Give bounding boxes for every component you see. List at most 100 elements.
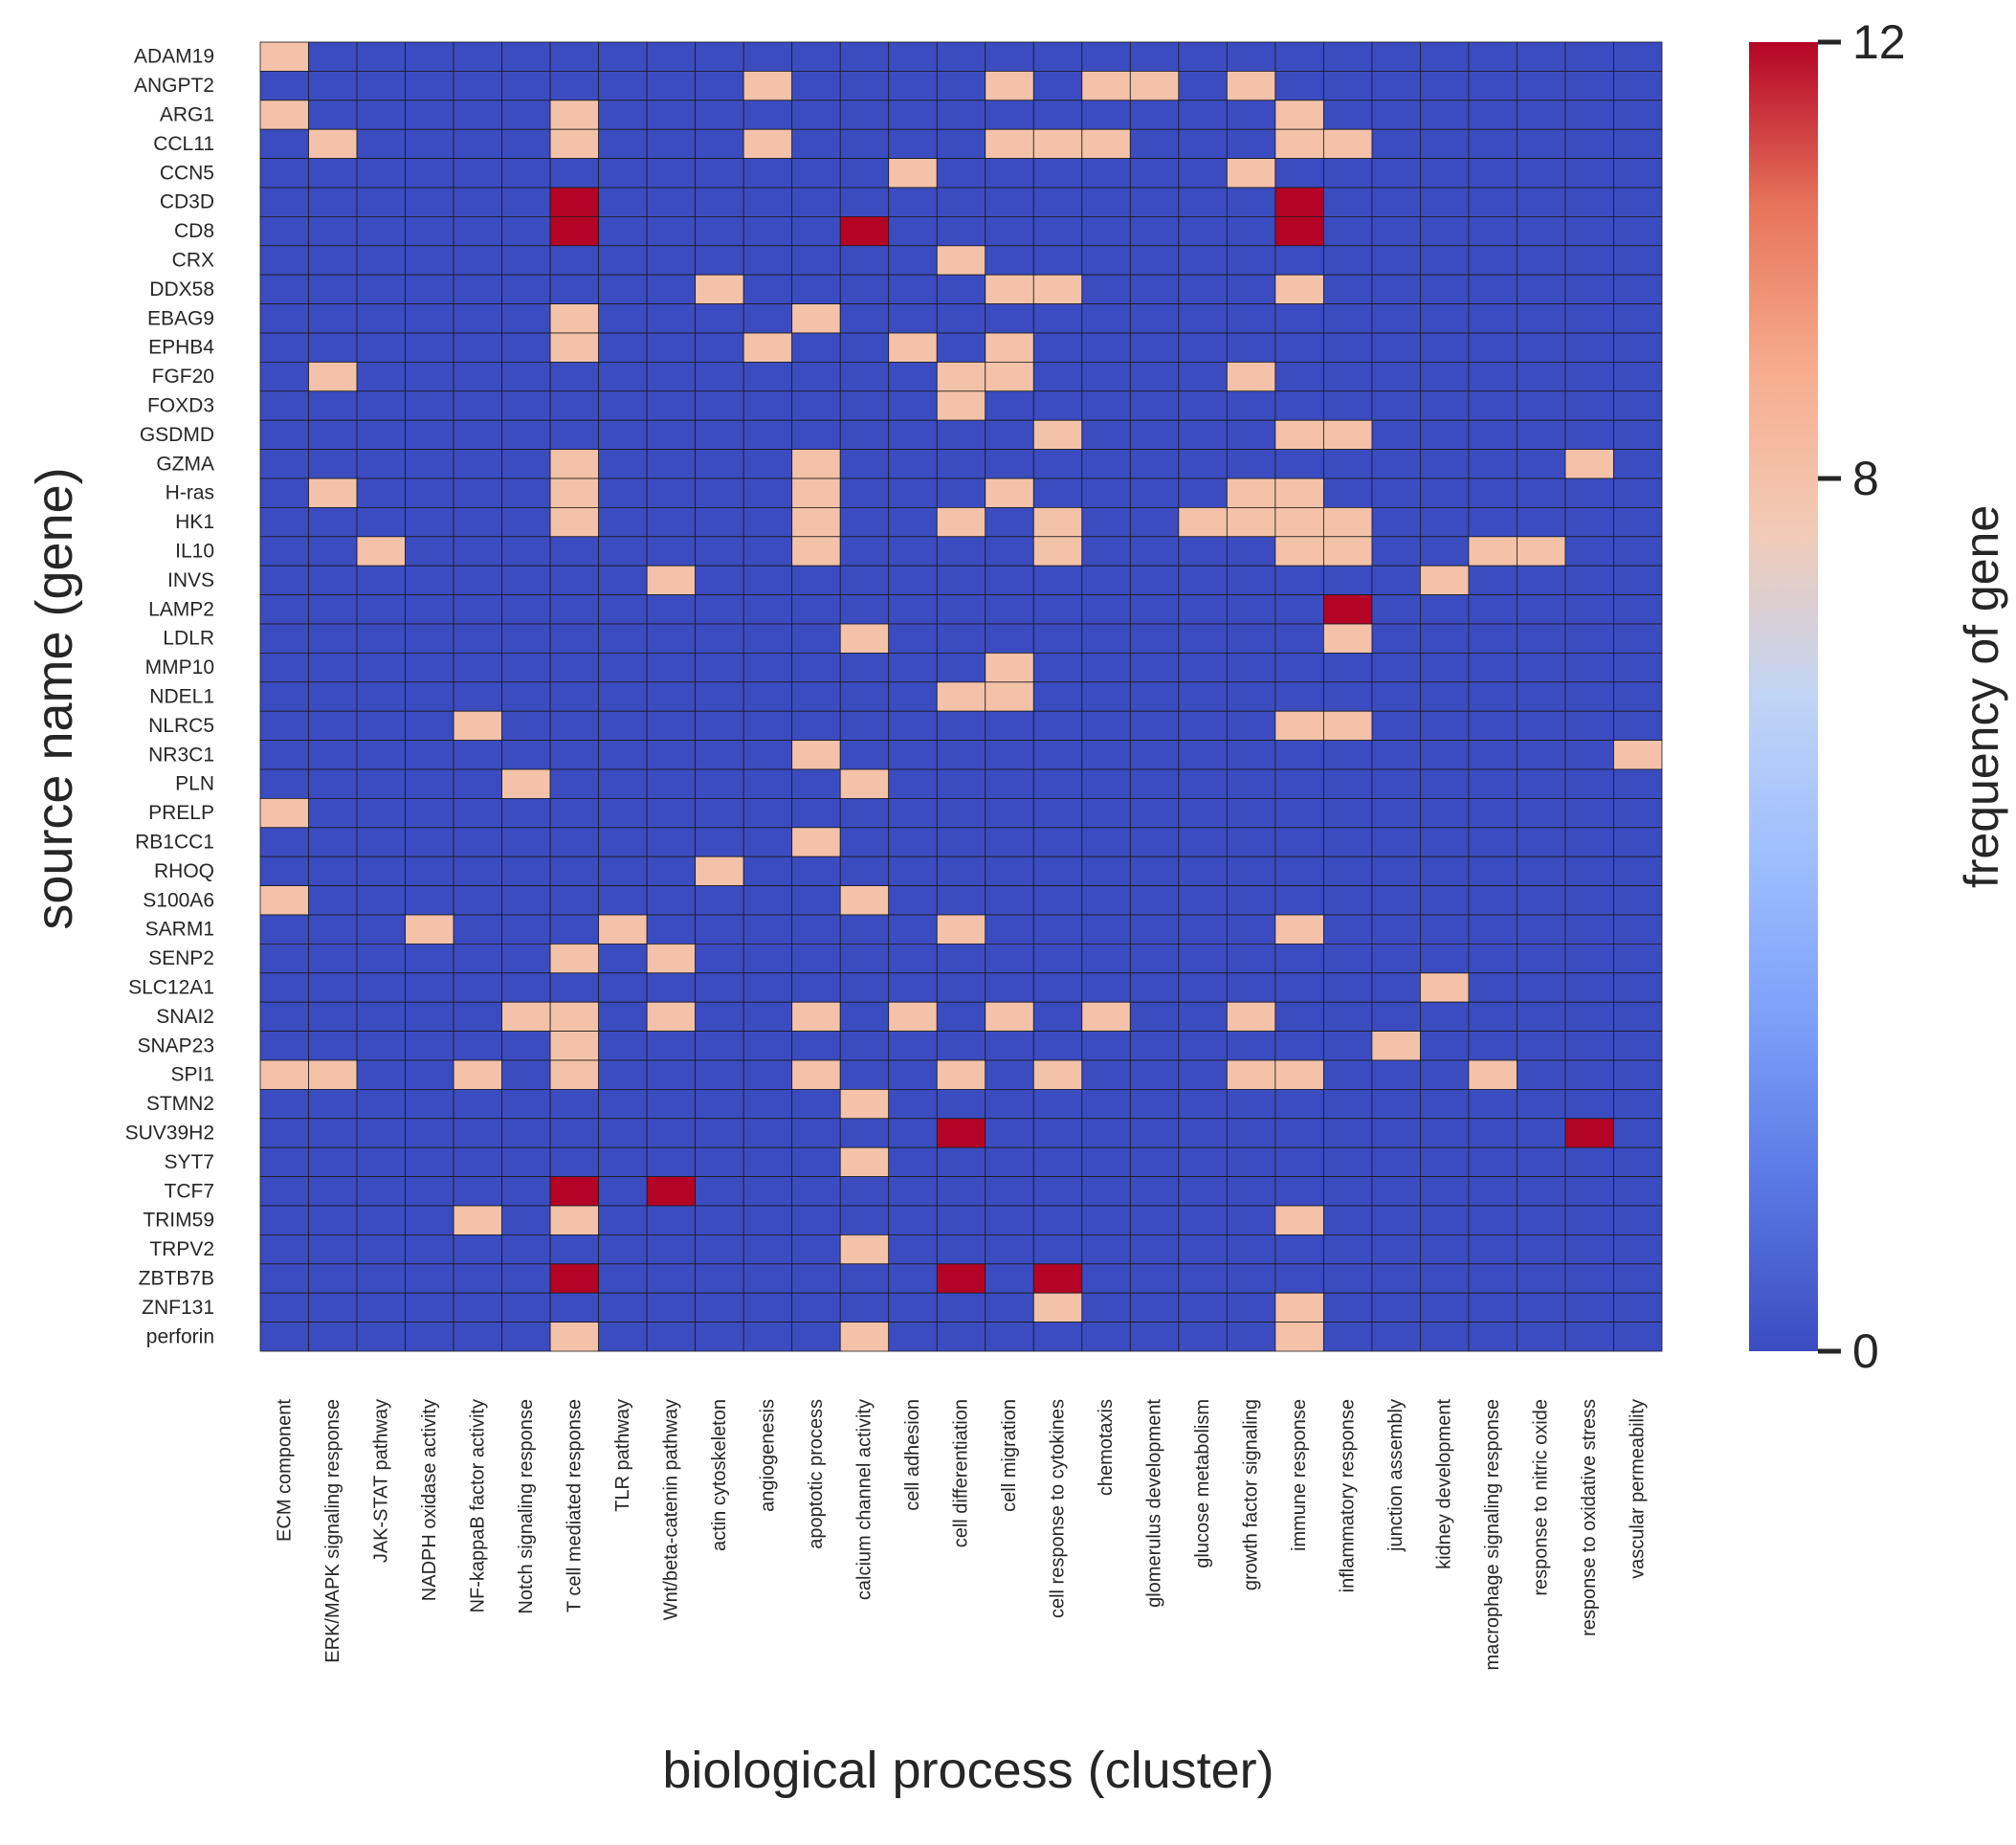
heatmap-cell	[791, 1118, 841, 1148]
heatmap-cell	[1032, 1205, 1083, 1235]
heatmap-cell	[1420, 914, 1470, 945]
heatmap-cell	[453, 565, 502, 596]
heatmap-cell	[1129, 1322, 1180, 1352]
heatmap-cell	[742, 1205, 793, 1235]
heatmap-cell	[791, 1234, 841, 1265]
heatmap-cell	[936, 158, 986, 189]
heatmap-cell	[888, 419, 938, 451]
heatmap-cell	[1081, 100, 1131, 130]
heatmap-cell	[695, 1146, 744, 1177]
row-label: SNAP23	[137, 1034, 214, 1056]
heatmap-cell	[1081, 245, 1131, 276]
heatmap-cell	[1322, 274, 1373, 305]
heatmap-cell	[1517, 536, 1566, 567]
heatmap-cell	[1322, 623, 1373, 654]
heatmap-cell	[1178, 681, 1228, 712]
heatmap-cell	[1032, 449, 1083, 479]
heatmap-cell	[695, 623, 744, 654]
heatmap-cell	[1129, 245, 1180, 276]
heatmap-cell	[1613, 653, 1663, 683]
heatmap-cell	[985, 332, 1034, 363]
heatmap-cell	[888, 856, 938, 887]
heatmap-cell	[501, 536, 551, 567]
heatmap-cell	[1129, 1059, 1180, 1090]
heatmap-cell	[1517, 856, 1566, 887]
heatmap-cell	[888, 1263, 938, 1294]
heatmap-cell	[1468, 449, 1518, 479]
heatmap-cell	[453, 827, 502, 857]
heatmap-cell	[1032, 1292, 1083, 1323]
heatmap-cell	[791, 653, 841, 683]
heatmap-cell	[1322, 158, 1373, 189]
heatmap-cell	[405, 274, 454, 305]
heatmap-cell	[308, 390, 358, 421]
heatmap-cell	[1517, 71, 1566, 101]
heatmap-cell	[888, 972, 938, 1003]
heatmap-cell	[888, 1205, 938, 1235]
heatmap-cell	[1613, 1292, 1663, 1323]
heatmap-cell	[1371, 740, 1421, 770]
heatmap-cell	[646, 449, 697, 479]
heatmap-cell	[742, 1176, 793, 1207]
heatmap-cell	[1081, 1059, 1131, 1090]
row-label: TRPV2	[149, 1238, 214, 1260]
heatmap-cell	[453, 856, 502, 887]
heatmap-cell	[1226, 390, 1276, 421]
heatmap-cell	[453, 623, 502, 654]
heatmap-cell	[839, 944, 890, 974]
column-label: glomerulus development	[1144, 1399, 1165, 1608]
heatmap-cell	[453, 478, 502, 508]
heatmap-cell	[1226, 565, 1276, 596]
heatmap-cell	[598, 187, 648, 217]
heatmap-cell	[1081, 1001, 1131, 1032]
heatmap-cell	[1517, 41, 1566, 72]
heatmap-cell	[1468, 536, 1518, 567]
heatmap-cell	[259, 1059, 309, 1090]
heatmap-cell	[405, 653, 454, 683]
heatmap-cell	[791, 972, 841, 1003]
heatmap-cell	[1517, 245, 1566, 276]
heatmap-cell	[356, 332, 406, 363]
heatmap-cell	[1468, 972, 1518, 1003]
heatmap-cell	[646, 798, 697, 829]
heatmap-cell	[598, 1059, 648, 1090]
heatmap-cell	[259, 1234, 309, 1265]
heatmap-cell	[1178, 419, 1228, 451]
heatmap-cell	[1274, 681, 1324, 712]
row-label: STMN2	[146, 1093, 214, 1115]
heatmap-cell	[549, 1205, 600, 1235]
colorbar-tick-label: 8	[1852, 452, 1879, 505]
heatmap-cell	[1564, 681, 1614, 712]
heatmap-cell	[405, 1031, 454, 1061]
heatmap-cell	[646, 653, 697, 683]
heatmap-cell	[1371, 390, 1421, 421]
heatmap-cell	[839, 914, 890, 945]
heatmap-cell	[405, 390, 454, 421]
heatmap-cell	[1564, 798, 1614, 829]
heatmap-cell	[259, 187, 309, 217]
heatmap-cell	[549, 71, 600, 101]
heatmap-cell	[1226, 623, 1276, 654]
heatmap-cell	[356, 100, 406, 130]
heatmap-cell	[453, 1089, 502, 1120]
heatmap-cell	[1517, 885, 1566, 916]
heatmap-cell	[1032, 944, 1083, 974]
heatmap-cell	[598, 507, 648, 538]
heatmap-cell	[259, 1322, 309, 1352]
heatmap-cell	[1468, 1205, 1518, 1235]
heatmap-cell	[695, 856, 744, 887]
heatmap-cell	[985, 158, 1034, 189]
heatmap-cell	[259, 332, 309, 363]
heatmap-cell	[791, 768, 841, 799]
heatmap-cell	[453, 798, 502, 829]
heatmap-cell	[598, 71, 648, 101]
heatmap-cell	[1226, 41, 1276, 72]
heatmap-cell	[1081, 972, 1131, 1003]
heatmap-cell	[1032, 187, 1083, 217]
heatmap-cell	[1420, 274, 1470, 305]
heatmap-cell	[1517, 187, 1566, 217]
heatmap-cell	[1468, 740, 1518, 770]
heatmap-cell	[598, 332, 648, 363]
heatmap-cell	[695, 449, 744, 479]
heatmap-cell	[1129, 827, 1180, 857]
